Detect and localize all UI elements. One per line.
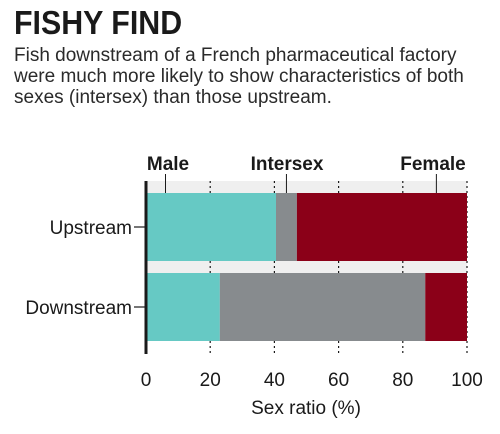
x-tick-label-0: 0: [141, 370, 152, 391]
legend-label-intersex: Intersex: [251, 154, 324, 175]
bar-downstream-female: [425, 273, 467, 341]
legend-label-male: Male: [147, 154, 189, 175]
x-tick-label-60: 60: [328, 370, 349, 391]
bar-upstream-female: [296, 193, 467, 261]
bar-upstream-male: [146, 193, 277, 261]
chart-title: FISHY FIND: [14, 4, 183, 41]
grid-lines: [209, 181, 468, 354]
category-label-downstream: Downstream: [25, 298, 132, 319]
x-tick-label-20: 20: [200, 370, 221, 391]
x-ticks: 0 20 40 60 80 100: [141, 370, 483, 391]
x-axis-label: Sex ratio (%): [251, 398, 361, 419]
x-tick-label-100: 100: [451, 370, 483, 391]
legend: Male Intersex Female: [147, 154, 466, 193]
chart-subtitle: Fish downstream of a French pharmaceutic…: [14, 45, 464, 108]
bar-downstream-intersex: [219, 273, 426, 341]
bars: [146, 193, 467, 341]
category-labels: Upstream Downstream: [25, 218, 146, 319]
x-tick-label-40: 40: [264, 370, 285, 391]
legend-label-female: Female: [400, 154, 465, 175]
x-tick-label-80: 80: [392, 370, 413, 391]
bar-upstream-intersex: [276, 193, 297, 261]
category-label-upstream: Upstream: [50, 218, 132, 239]
bar-downstream-male: [146, 273, 220, 341]
